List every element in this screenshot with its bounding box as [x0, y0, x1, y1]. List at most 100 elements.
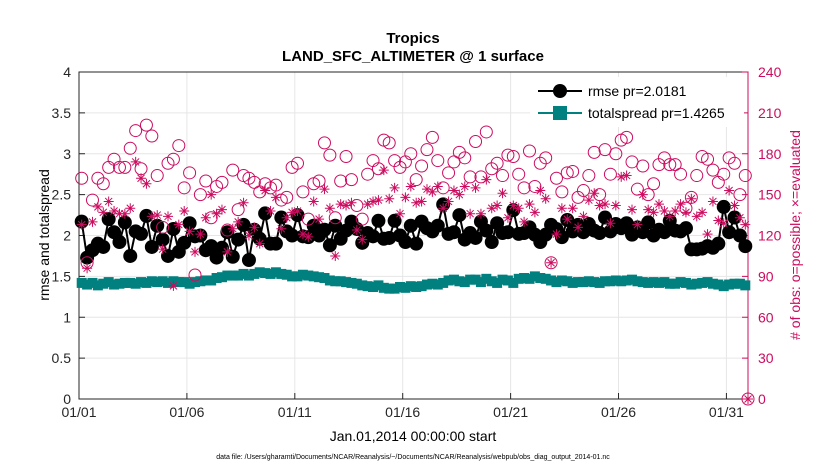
- totalspread-point: [114, 278, 125, 289]
- totalspread-point: [335, 276, 346, 287]
- possible-obs-point: [485, 162, 499, 176]
- evaluated-obs-point: [303, 231, 314, 242]
- chart-subtitle: LAND_SFC_ALTIMETER @ 1 surface: [282, 48, 544, 65]
- rmse-point: [641, 215, 656, 230]
- possible-obs-point: [231, 203, 245, 217]
- totalspread-point: [319, 273, 330, 284]
- totalspread-point: [600, 276, 611, 287]
- possible-obs-point: [177, 181, 191, 195]
- rmse-point: [711, 236, 726, 251]
- totalspread-point: [276, 268, 287, 279]
- totalspread-point: [179, 277, 190, 288]
- possible-obs-point: [609, 147, 623, 161]
- y-tick-label-right: 120: [758, 228, 782, 244]
- series-asterisk: [76, 156, 751, 291]
- possible-obs-point: [690, 169, 704, 183]
- possible-obs-point: [150, 169, 164, 183]
- x-tick-label: 01/16: [385, 404, 420, 420]
- totalspread-point: [734, 278, 745, 289]
- totalspread-point: [648, 277, 659, 288]
- totalspread-point: [508, 277, 519, 288]
- evaluated-obs-point: [724, 185, 735, 196]
- totalspread-point: [287, 271, 298, 282]
- rmse-point: [177, 235, 192, 250]
- totalspread-point: [400, 282, 411, 293]
- rmse-point: [430, 218, 445, 233]
- rmse-point: [738, 239, 753, 254]
- totalspread-point: [211, 273, 222, 284]
- evaluated-obs-point: [341, 200, 352, 211]
- totalspread-point: [368, 282, 379, 293]
- evaluated-obs-point: [378, 165, 389, 176]
- evaluated-obs-point: [546, 257, 557, 268]
- evaluated-obs-point: [459, 181, 470, 192]
- totalspread-point: [443, 275, 454, 286]
- possible-obs-point: [512, 167, 526, 181]
- evaluated-obs-point: [125, 203, 136, 214]
- evaluated-obs-point: [324, 203, 335, 214]
- evaluated-obs-point: [551, 229, 562, 240]
- totalspread-point: [227, 270, 238, 281]
- evaluated-obs-point: [200, 212, 211, 223]
- totalspread-point: [524, 273, 535, 284]
- evaluated-obs-point: [718, 218, 729, 229]
- totalspread-point: [492, 277, 503, 288]
- rmse-point: [161, 248, 176, 263]
- y-tick-label-left: 0: [63, 391, 71, 407]
- possible-obs-point: [647, 177, 661, 191]
- totalspread-point: [341, 277, 352, 288]
- totalspread-point: [475, 277, 486, 288]
- rmse-point: [241, 253, 256, 268]
- evaluated-obs-point: [556, 203, 567, 214]
- possible-obs-point: [123, 141, 137, 155]
- x-tick-label: 01/26: [601, 404, 636, 420]
- totalspread-point: [637, 277, 648, 288]
- totalspread-point: [680, 277, 691, 288]
- evaluated-obs-point: [265, 205, 276, 216]
- y-tick-label-left: 1: [63, 309, 71, 325]
- legend-rmse-marker: [553, 84, 567, 98]
- evaluated-obs-point: [211, 208, 222, 219]
- rmse-point: [716, 199, 731, 214]
- y-tick-label-right: 210: [758, 105, 782, 121]
- evaluated-obs-point: [400, 192, 411, 203]
- possible-obs-point: [328, 211, 342, 225]
- totalspread-point: [216, 272, 227, 283]
- rmse-point: [722, 225, 737, 240]
- evaluated-obs-point: [98, 207, 109, 218]
- y-axis-label-right: # of obs: o=possible; ×=evaluated: [787, 130, 803, 340]
- evaluated-obs-point: [600, 199, 611, 210]
- totalspread-point: [411, 282, 422, 293]
- possible-obs-point: [291, 156, 305, 170]
- y-tick-label-left: 2: [63, 228, 71, 244]
- totalspread-point: [643, 277, 654, 288]
- totalspread-point: [270, 267, 281, 278]
- rmse-point: [657, 225, 672, 240]
- evaluated-obs-point: [346, 197, 357, 208]
- totalspread-point: [195, 276, 206, 287]
- possible-obs-point: [96, 177, 110, 191]
- totalspread-point: [82, 279, 93, 290]
- evaluated-obs-point: [249, 222, 260, 233]
- data-file-footer: data file: /Users/gharamti/Documents/NCA…: [216, 454, 610, 461]
- evaluated-obs-point: [416, 196, 427, 207]
- y-tick-label-left: 1.5: [52, 268, 72, 284]
- totalspread-point: [605, 276, 616, 287]
- zero-evaluated-marker: [743, 394, 753, 404]
- possible-obs-point: [582, 169, 596, 183]
- possible-obs-point: [312, 174, 326, 188]
- evaluated-obs-point: [362, 199, 373, 210]
- totalspread-point: [157, 276, 168, 287]
- evaluated-obs-point: [740, 219, 751, 230]
- rmse-point: [592, 226, 607, 241]
- totalspread-point: [351, 278, 362, 289]
- possible-obs-point: [603, 167, 617, 181]
- rmse-point: [371, 213, 386, 228]
- rmse-point: [268, 236, 283, 251]
- rmse-point: [166, 221, 181, 236]
- evaluated-obs-point: [610, 200, 621, 211]
- evaluated-obs-point: [535, 185, 546, 196]
- possible-obs-point: [528, 179, 542, 193]
- possible-obs-point: [139, 118, 153, 132]
- totalspread-point: [454, 276, 465, 287]
